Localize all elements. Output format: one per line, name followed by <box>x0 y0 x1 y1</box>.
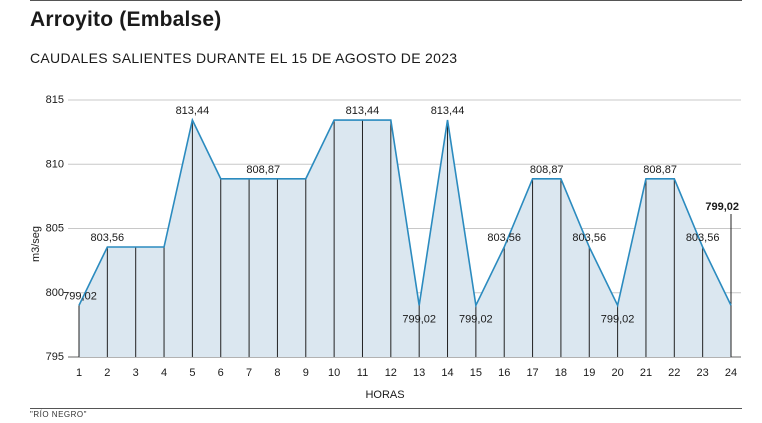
data-label: 803,56 <box>686 232 720 244</box>
series-polyline <box>78 117 732 309</box>
x-tick-label: 6 <box>218 367 224 379</box>
x-tick-label: 19 <box>583 367 595 379</box>
data-label: 813,44 <box>431 105 465 117</box>
footer-rule <box>30 408 742 409</box>
x-tick-label: 5 <box>189 367 195 379</box>
x-tick-label: 10 <box>328 367 340 379</box>
x-tick-label: 17 <box>526 367 538 379</box>
x-tick-label: 20 <box>611 367 623 379</box>
top-rule <box>30 0 742 1</box>
data-label: 803,56 <box>91 232 125 244</box>
data-label: 799,02 <box>63 290 97 302</box>
data-label: 799,02 <box>459 313 493 325</box>
x-tick-label: 23 <box>697 367 709 379</box>
x-tick-label: 14 <box>441 367 453 379</box>
x-tick-label: 21 <box>640 367 652 379</box>
x-tick-label: 3 <box>133 367 139 379</box>
y-tick-label: 800 <box>46 287 64 299</box>
chart-subtitle: CAUDALES SALIENTES DURANTE EL 15 DE AGOS… <box>30 50 458 66</box>
data-label: 799,02 <box>705 201 739 213</box>
data-label: 813,44 <box>176 105 210 117</box>
data-labels: 799,02 803,56 813,44 808,87 813,44 799,02 813,… <box>63 105 739 325</box>
x-tick-label: 2 <box>104 367 110 379</box>
y-tick-label: 795 <box>46 351 64 363</box>
x-tick-label: 7 <box>246 367 252 379</box>
series-line <box>78 117 732 309</box>
x-tick-labels: 1 2 3 4 5 6 7 8 9 10 11 12 13 14 15 16 17 18 19 20 21 22 23 24 <box>76 367 737 379</box>
data-label: 808,87 <box>530 164 564 176</box>
x-tick-label: 11 <box>357 367 368 379</box>
x-tick-label: 8 <box>274 367 280 379</box>
data-label: 808,87 <box>643 164 677 176</box>
source-credit: "RÍO NEGRO" <box>30 410 87 419</box>
x-tick-label: 24 <box>725 367 737 379</box>
y-tick-label: 810 <box>46 158 64 170</box>
data-label: 799,02 <box>402 313 436 325</box>
y-tick-labels: 795 800 805 810 815 <box>46 94 64 363</box>
y-tick-label: 815 <box>46 94 64 106</box>
x-tick-label: 22 <box>668 367 680 379</box>
x-tick-label: 1 <box>76 367 82 379</box>
x-tick-label: 15 <box>470 367 482 379</box>
chart-title: Arroyito (Embalse) <box>30 8 222 31</box>
y-axis-label: m3/seg <box>30 226 42 262</box>
x-tick-label: 16 <box>498 367 510 379</box>
x-axis-label: HORAS <box>365 389 404 401</box>
data-label: 803,56 <box>572 232 606 244</box>
drop-lines <box>78 120 732 357</box>
x-tick-label: 12 <box>385 367 397 379</box>
data-label: 808,87 <box>246 164 280 176</box>
x-tick-label: 4 <box>161 367 167 379</box>
data-label: 803,56 <box>487 232 521 244</box>
y-tick-label: 805 <box>46 223 64 235</box>
data-label: 799,02 <box>601 313 635 325</box>
x-tick-label: 18 <box>555 367 567 379</box>
data-label: 813,44 <box>346 105 380 117</box>
x-tick-label: 9 <box>303 367 309 379</box>
x-tick-label: 13 <box>413 367 425 379</box>
